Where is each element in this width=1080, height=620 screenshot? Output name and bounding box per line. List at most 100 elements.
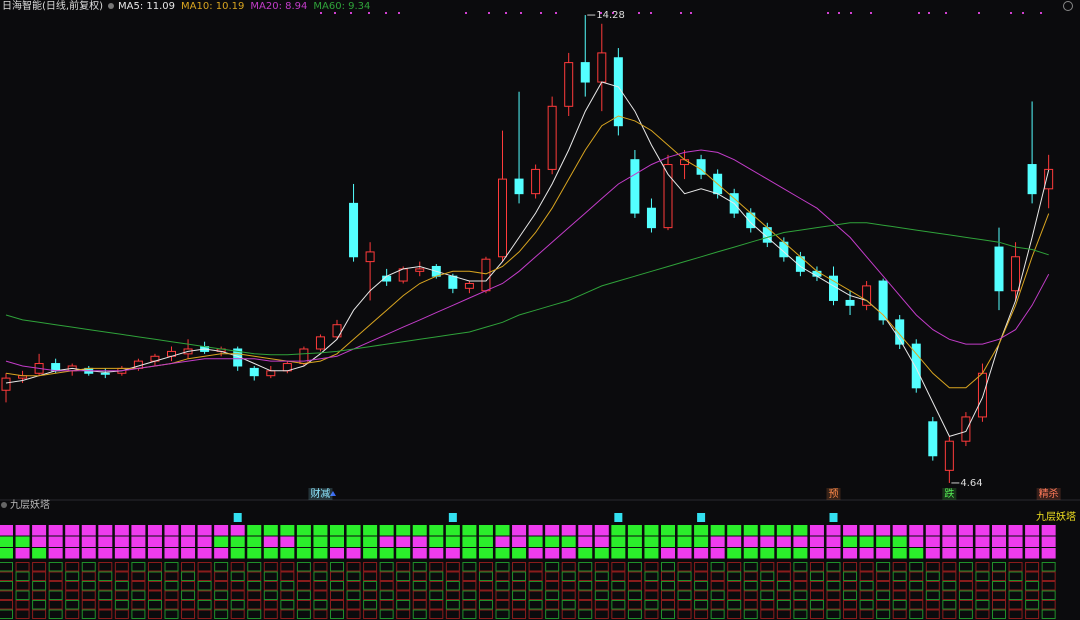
candle-body [961, 416, 971, 442]
tower-grid-cell [197, 571, 212, 581]
tower-cell [48, 548, 63, 559]
tower-grid-cell [32, 562, 47, 572]
legend-icon [107, 3, 114, 9]
tower-grid-cell [280, 571, 295, 581]
tower-cell [114, 525, 129, 536]
signal-bg [308, 488, 333, 500]
tower-grid-cell [247, 590, 262, 600]
candle-body [1011, 256, 1021, 292]
tower-cell [760, 525, 775, 536]
tower-grid-cell [478, 571, 493, 581]
tower-grid-cell [32, 609, 47, 619]
tower-cell [528, 548, 543, 559]
tower-cell [0, 536, 13, 547]
candle-body [266, 370, 276, 377]
tower-cell [760, 536, 775, 547]
tower-grid-cell [147, 571, 162, 581]
tower-grid-cell [909, 562, 924, 572]
tower-grid-cell [313, 571, 328, 581]
tower-grid-cell [594, 609, 609, 619]
tower-cell [280, 525, 295, 536]
tower-grid-cell [793, 609, 808, 619]
tower-cell [661, 548, 675, 559]
candle-body [977, 372, 987, 418]
tower-grid-cell [561, 562, 576, 572]
tower-cell [826, 536, 841, 547]
tower-grid-cell [263, 581, 278, 591]
tower-grid-cell [661, 590, 675, 600]
tower-cell [992, 536, 1006, 547]
tower-cell [843, 536, 858, 547]
settings-icon[interactable] [1063, 1, 1073, 11]
tower-grid-cell [826, 581, 841, 591]
tower-grid-cell [512, 590, 527, 600]
tower-grid-cell [843, 590, 858, 600]
tower-cell [412, 548, 427, 559]
tower-cell [1025, 536, 1040, 547]
tower-cell [445, 548, 460, 559]
tower-grid-cell [925, 581, 940, 591]
tower-grid-cell [214, 581, 229, 591]
tower-cell [114, 548, 129, 559]
tower-cell [876, 525, 891, 536]
tower-grid-cell [131, 581, 146, 591]
candle-body [249, 367, 259, 377]
tower-cell [478, 536, 493, 547]
tower-grid-cell [942, 581, 957, 591]
tower-cell [859, 548, 874, 559]
tower-cell [197, 548, 212, 559]
tower-grid-cell [164, 581, 179, 591]
tower-cell [181, 525, 196, 536]
tower-grid-cell [942, 609, 957, 619]
tower-grid-cell [727, 581, 742, 591]
tower-cell [677, 548, 692, 559]
tower-grid-cell [710, 609, 725, 619]
tower-grid-cell [743, 609, 758, 619]
tower-grid-cell [578, 571, 593, 581]
signal-label: 精杀 [1039, 487, 1059, 500]
tower-grid-cell [743, 562, 758, 572]
marker-dot [385, 12, 387, 14]
tower-grid-cell [826, 609, 841, 619]
tower-cell [892, 548, 907, 559]
tower-grid-cell [330, 609, 344, 619]
tower-grid-cell [528, 590, 543, 600]
tower-grid-cell [98, 562, 113, 572]
tower-cell [214, 525, 229, 536]
tower-grid-cell [809, 609, 824, 619]
tower-grid-cell [594, 600, 609, 610]
tower-cell [462, 548, 477, 559]
tower-cell [445, 536, 460, 547]
tower-grid-cell [462, 581, 477, 591]
tower-grid-cell [147, 590, 162, 600]
tower-grid-cell [181, 590, 196, 600]
tower-grid-cell [892, 600, 907, 610]
tower-grid-cell [975, 600, 990, 610]
tower-grid-cell [412, 609, 427, 619]
candle-body [1044, 168, 1054, 190]
tower-grid-cell [363, 571, 378, 581]
candle-body [448, 275, 458, 289]
tower-grid-cell [760, 571, 775, 581]
tower-cell [32, 525, 47, 536]
tower-grid-cell [727, 609, 742, 619]
tower-grid-cell [0, 571, 13, 581]
tower-grid-cell [247, 562, 262, 572]
tower-grid-cell [611, 571, 626, 581]
tower-cell [412, 536, 427, 547]
tower-grid-cell [942, 590, 957, 600]
tower-grid-cell [776, 571, 791, 581]
tower-grid-cell [942, 600, 957, 610]
tower-cell [512, 536, 527, 547]
tower-grid-cell [793, 581, 808, 591]
tower-grid-cell [363, 609, 378, 619]
tower-grid-cell [611, 590, 626, 600]
tower-cell [793, 548, 808, 559]
tower-cell [48, 536, 63, 547]
tower-grid-cell [1025, 590, 1040, 600]
indicator-title: 九层妖塔 [10, 498, 50, 511]
candle-body [646, 207, 656, 229]
tower-grid-cell [280, 600, 295, 610]
tower-grid-cell [379, 590, 394, 600]
tower-grid-cell [975, 590, 990, 600]
